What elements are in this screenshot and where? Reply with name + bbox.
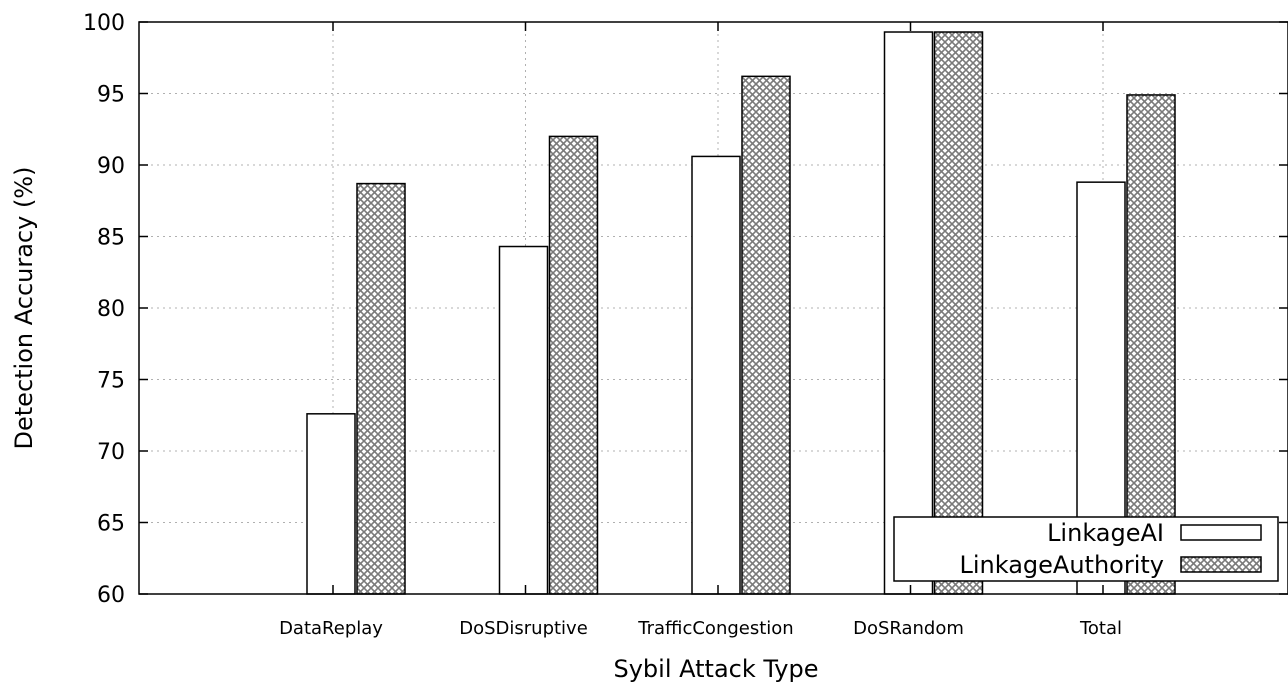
tick-labels: 60 65 70 75 80 85 90 95 100 DataReplay DoSDisrupti… (83, 11, 1122, 639)
bar-linkageai-dosdisruptive (498, 245, 549, 595)
y-tick-label: 100 (83, 11, 125, 36)
legend-label-linkageai: LinkageAI (1047, 519, 1164, 547)
bars (306, 31, 1176, 595)
x-tick-label: DoSDisruptive (459, 618, 588, 639)
y-tick-label: 60 (97, 583, 125, 608)
bar-linkageai-datareplay (306, 413, 356, 595)
y-tick-label: 70 (97, 440, 125, 465)
bar-linkageai-dosrandom (883, 31, 934, 595)
y-tick-label: 95 (97, 83, 125, 108)
y-tick-label: 75 (97, 369, 125, 394)
bar-linkageauthority-dosdisruptive (548, 135, 599, 595)
y-tick-label: 90 (97, 154, 125, 179)
x-tick-label: Total (1079, 618, 1122, 639)
legend: LinkageAI LinkageAuthority (893, 516, 1279, 582)
x-axis-label: Sybil Attack Type (613, 655, 818, 683)
bar-linkageauthority-datareplay (356, 182, 406, 595)
axis-ticks (139, 21, 1288, 595)
bar-linkageauthority-total (1126, 94, 1176, 595)
bar-linkageauthority-dosrandom (933, 31, 984, 595)
x-tick-label: DataReplay (279, 618, 383, 639)
y-tick-label: 85 (97, 226, 125, 251)
bar-linkageauthority-trafficcongestion (741, 75, 791, 595)
legend-swatch-linkageai (1180, 524, 1262, 541)
y-tick-label: 65 (97, 512, 125, 537)
x-tick-label: TrafficCongestion (637, 618, 793, 639)
bar-linkageai-trafficcongestion (691, 155, 741, 595)
x-tick-label: DoSRandom (853, 618, 964, 639)
legend-label-linkageauthority: LinkageAuthority (959, 551, 1164, 579)
y-axis-label: Detection Accuracy (%) (10, 167, 38, 450)
y-tick-label: 80 (97, 297, 125, 322)
legend-swatch-linkageauthority (1180, 556, 1262, 573)
